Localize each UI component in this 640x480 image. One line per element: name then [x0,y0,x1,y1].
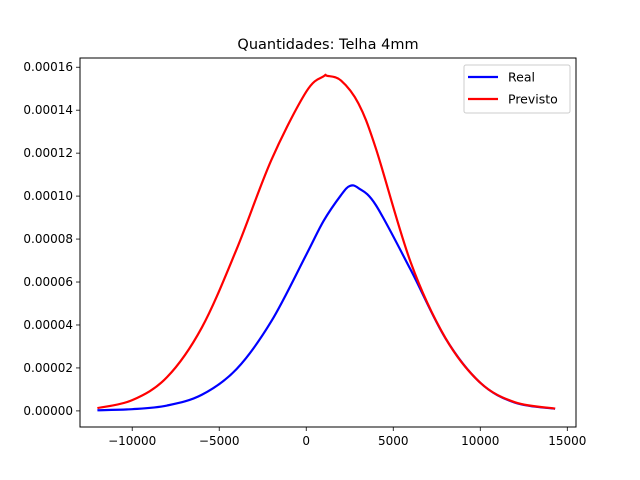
legend: Real Previsto [463,64,571,114]
y-tick-label: 0.00010 [23,189,73,203]
y-tick-label: 0.00000 [23,404,73,418]
x-tick-label: 10000 [461,434,499,448]
legend-label: Real [508,70,535,85]
x-tick-label: 5000 [378,434,409,448]
y-axis: 0.00000 0.00002 0.00004 0.00006 0.00008 0.000… [23,60,80,418]
y-tick-label: 0.00012 [23,146,73,160]
y-tick-label: 0.00002 [23,361,73,375]
x-tick-label: 0 [302,434,310,448]
y-tick-label: 0.00008 [23,232,73,246]
chart-title: Quantidades: Telha 4mm [237,37,418,53]
legend-label: Previsto [508,92,558,107]
x-tick-label: 15000 [548,434,586,448]
series-line-real [97,184,556,412]
x-tick-label: −5000 [199,434,240,448]
plot-area [97,73,556,412]
y-tick-label: 0.00016 [23,60,73,74]
y-tick-label: 0.00004 [23,318,73,332]
plot-frame [79,57,577,428]
x-tick-label: −10000 [108,434,156,448]
y-tick-label: 0.00006 [23,275,73,289]
y-tick-label: 0.00014 [23,103,73,117]
series-line-previsto [97,73,556,410]
x-axis: −10000 −5000 0 5000 10000 15000 [108,427,586,448]
